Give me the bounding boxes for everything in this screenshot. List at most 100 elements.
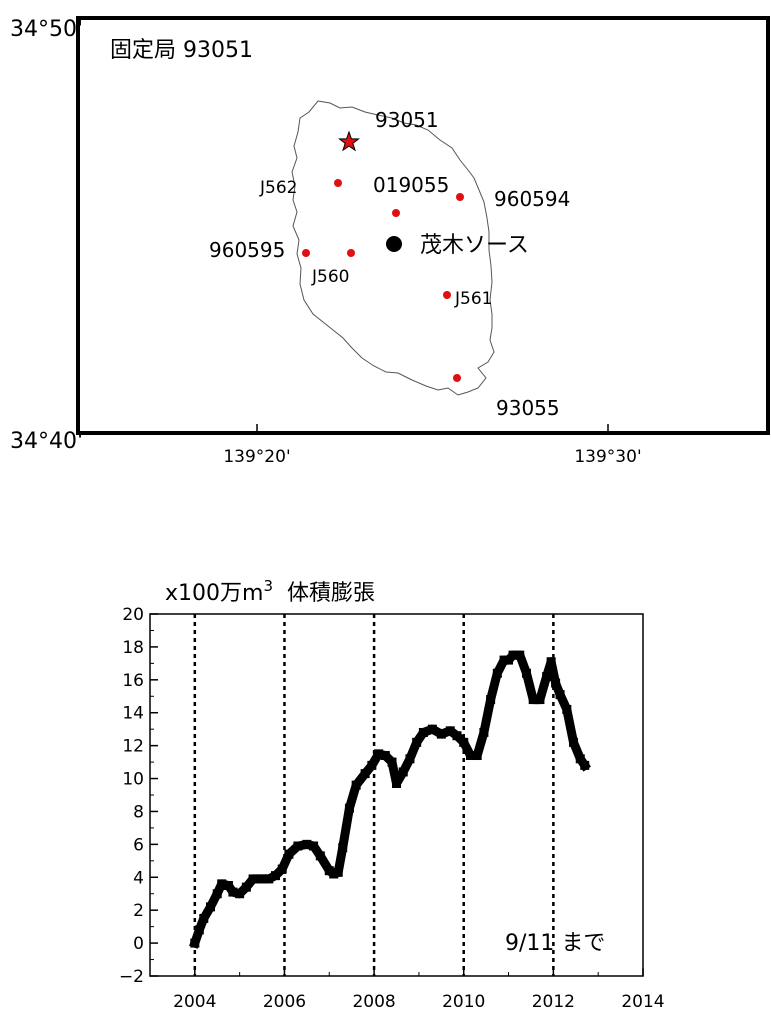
station-dot-960595	[302, 249, 310, 257]
data-point	[575, 754, 585, 764]
data-point	[486, 695, 496, 705]
data-point	[508, 650, 518, 660]
station-dot-j561	[443, 291, 451, 299]
data-point	[479, 727, 489, 737]
chart-ylabel-prefix: x100万m	[165, 581, 263, 606]
station-label-j562: J562	[259, 178, 297, 198]
data-point	[228, 887, 238, 897]
y-tick-label: 8	[133, 802, 144, 822]
station-map: 34°50' 34°40' 139°20' 139°30' 固定局 93051 …	[10, 16, 770, 467]
data-point	[459, 737, 469, 747]
mogi-source-dot	[386, 236, 402, 252]
x-tick-label: 2004	[173, 992, 216, 1012]
data-point	[212, 889, 222, 899]
island-coastline	[291, 100, 495, 396]
data-point	[315, 851, 325, 861]
data-point	[445, 726, 455, 736]
station-dot-019055	[392, 209, 400, 217]
x-tick-label: 2012	[532, 992, 575, 1012]
data-point	[194, 925, 204, 935]
fixed-station-title: 固定局 93051	[110, 38, 253, 63]
data-point	[264, 874, 274, 884]
data-point	[257, 874, 267, 884]
data-point	[580, 760, 590, 770]
data-point	[351, 780, 361, 790]
data-point	[555, 690, 565, 700]
data-point	[427, 724, 437, 734]
y-tick-label: 10	[122, 770, 144, 790]
data-point	[418, 727, 428, 737]
data-point	[504, 655, 514, 665]
chart-annotation: 9/11 まで	[505, 931, 605, 956]
data-point	[199, 913, 209, 923]
fixed-station-star-icon	[338, 130, 360, 152]
data-point	[284, 849, 294, 859]
y-tick-label: 2	[133, 901, 144, 921]
data-point	[302, 839, 312, 849]
data-point	[344, 803, 354, 813]
x-tick-label: 2014	[621, 992, 664, 1012]
lon-right-label: 139°30'	[574, 447, 641, 467]
data-point	[405, 754, 415, 764]
data-point	[217, 879, 227, 889]
volume-chart: x100万m3 体積膨張 −2 0 2 4 6 8 10 12 14 16 18 20 2004 2006…	[119, 577, 665, 1012]
map-frame	[76, 16, 770, 435]
data-point	[515, 650, 525, 660]
data-point	[380, 751, 390, 761]
station-label-960595: 960595	[209, 238, 285, 262]
station-dot-j560	[347, 249, 355, 257]
data-point	[277, 864, 287, 874]
data-point	[309, 841, 319, 851]
chart-ylabel: x100万m3 体積膨張	[165, 577, 375, 606]
data-point	[333, 867, 343, 877]
data-point	[248, 874, 258, 884]
station-dot-93055	[453, 374, 461, 382]
lon-left-label: 139°20'	[223, 447, 290, 467]
y-tick-label: 20	[122, 605, 144, 625]
data-point	[270, 871, 280, 881]
data-point	[528, 695, 538, 705]
data-point	[190, 938, 200, 948]
data-point	[542, 672, 552, 682]
data-point	[535, 695, 545, 705]
station-label-960594: 960594	[494, 187, 570, 211]
series-line	[189, 650, 591, 949]
station-dot-960594	[456, 193, 464, 201]
data-point	[241, 882, 251, 892]
station-dot-j562	[334, 179, 342, 187]
y-tick-label: −2	[119, 967, 144, 987]
fixed-station-id-label: 93051	[375, 108, 439, 132]
data-point	[338, 843, 348, 853]
data-point	[223, 881, 233, 890]
data-point	[360, 769, 370, 779]
chart-frame	[149, 613, 644, 977]
x-tick-label: 2006	[263, 992, 306, 1012]
data-point	[398, 767, 408, 777]
data-point	[562, 704, 572, 714]
y-tick-label: 14	[122, 704, 144, 724]
y-tick-label: 0	[133, 934, 144, 954]
data-point	[235, 889, 245, 899]
chart-series	[189, 650, 591, 949]
data-point	[436, 729, 446, 739]
y-tick-label: 4	[133, 868, 144, 888]
station-label-019055: 019055	[373, 173, 449, 197]
data-point	[367, 760, 377, 770]
station-label-j560: J560	[311, 267, 349, 287]
lat-top-label: 34°50'	[10, 17, 83, 42]
y-tick-label: 18	[122, 638, 144, 658]
data-point	[569, 737, 579, 747]
data-point	[387, 757, 397, 767]
station-label-j561: J561	[454, 289, 492, 309]
data-point	[392, 778, 401, 788]
x-tick-label: 2008	[352, 992, 395, 1012]
station-label-93055: 93055	[496, 396, 560, 420]
data-point	[374, 749, 384, 759]
lat-bottom-label: 34°40'	[10, 429, 83, 454]
mogi-source-label: 茂木ソース	[420, 233, 529, 258]
data-point	[492, 668, 502, 678]
y-tick-label: 12	[122, 737, 144, 757]
data-point	[546, 657, 556, 667]
data-point	[412, 737, 422, 747]
